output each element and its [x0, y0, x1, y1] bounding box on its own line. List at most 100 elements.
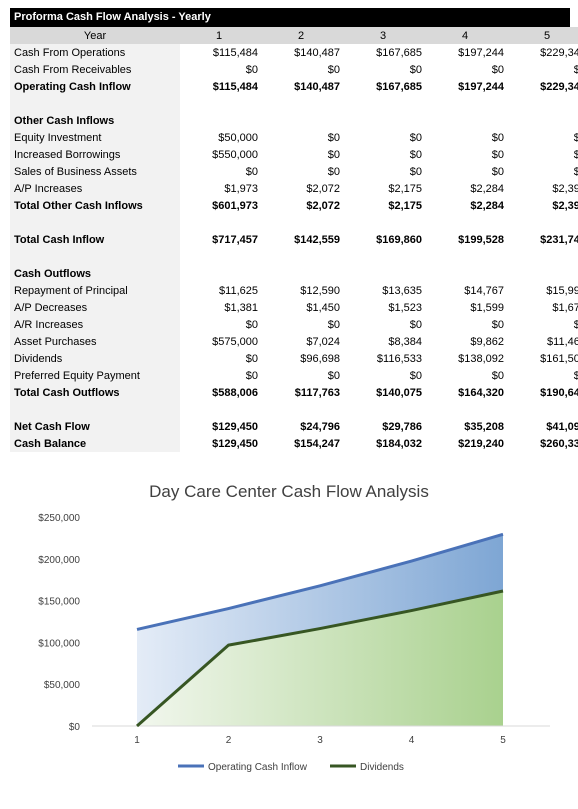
- row-value: [344, 265, 426, 282]
- series-line-2: [136, 589, 504, 728]
- row-value: $2,398: [552, 182, 578, 195]
- row-value: [508, 112, 578, 129]
- row-value: $0: [409, 369, 422, 382]
- row-value: $0: [327, 165, 340, 178]
- row-value: $129,450: [212, 437, 258, 450]
- row-value: $2,284: [470, 182, 504, 195]
- row-value: $0: [409, 148, 422, 161]
- row-value: $142,559: [294, 233, 340, 246]
- y-tick-label: $50,000: [44, 680, 81, 691]
- row-value: $0: [491, 165, 504, 178]
- row-label: Total Cash Outflows: [10, 384, 180, 401]
- year-header-3: 3: [344, 27, 426, 44]
- row-value: $12,590: [300, 284, 340, 297]
- row-label: Dividends: [10, 350, 180, 367]
- row-value: $11,625: [219, 284, 258, 297]
- row-value: $2,175: [388, 199, 422, 212]
- x-tick-label: 5: [500, 735, 506, 746]
- row-label: Preferred Equity Payment: [10, 367, 180, 384]
- row-value: $11,467: [547, 335, 578, 348]
- row-label: A/P Decreases: [10, 299, 180, 316]
- y-tick-label: $250,000: [38, 513, 80, 524]
- row-label: A/R Increases: [10, 316, 180, 333]
- row-value: $0: [245, 369, 258, 382]
- row-value: $138,092: [458, 352, 504, 365]
- row-value: $197,244: [458, 46, 504, 59]
- row-value: $197,244: [458, 80, 504, 93]
- year-header-label: Year: [10, 27, 180, 44]
- row-value: $117,763: [294, 386, 340, 399]
- row-value: $0: [491, 318, 504, 331]
- table-row: [10, 401, 578, 418]
- row-value: $588,006: [212, 386, 258, 399]
- table-row: Repayment of Principal $11,625 $12,590 $13,…: [10, 282, 578, 299]
- row-value: $0: [573, 318, 578, 331]
- row-value: $2,175: [388, 182, 422, 195]
- row-value: [262, 248, 344, 265]
- row-value: [426, 214, 508, 231]
- cash-flow-sheet: Proforma Cash Flow Analysis - Yearly Yea…: [10, 8, 578, 452]
- row-label: [10, 401, 180, 418]
- row-value: $35,208: [464, 420, 504, 433]
- sheet-title: Proforma Cash Flow Analysis - Yearly: [10, 8, 570, 27]
- table-row: [10, 214, 578, 231]
- series-line-1: [136, 532, 504, 631]
- row-value: $199,528: [458, 233, 504, 246]
- year-header-1: 1: [180, 27, 262, 44]
- row-value: [344, 95, 426, 112]
- x-tick-label: 2: [226, 735, 232, 746]
- row-value: [508, 95, 578, 112]
- row-label: Sales of Business Assets: [10, 163, 180, 180]
- row-label: A/P Increases: [10, 180, 180, 197]
- table-row: Other Cash Inflows: [10, 112, 578, 129]
- row-value: $41,096: [546, 420, 578, 433]
- row-value: $140,487: [294, 46, 340, 59]
- row-value: $184,032: [376, 437, 422, 450]
- row-value: $0: [409, 63, 422, 76]
- cash-flow-chart: Day Care Center Cash Flow Analysis $0 $50…: [0, 472, 578, 802]
- row-value: $0: [327, 369, 340, 382]
- row-value: $167,685: [376, 80, 422, 93]
- table-row: Net Cash Flow $129,450 $24,796 $29,786 $35,2…: [10, 418, 578, 435]
- row-value: $0: [573, 63, 578, 76]
- row-value: $575,000: [212, 335, 258, 348]
- row-value: $0: [491, 131, 504, 144]
- row-value: [508, 214, 578, 231]
- row-value: $219,240: [458, 437, 504, 450]
- row-value: [344, 248, 426, 265]
- legend-label-1: Operating Cash Inflow: [208, 762, 308, 773]
- table-row: Preferred Equity Payment $0 $0 $0 $0 $0: [10, 367, 578, 384]
- row-value: [508, 401, 578, 418]
- row-label: Net Cash Flow: [10, 418, 180, 435]
- row-value: [180, 214, 262, 231]
- row-label: Increased Borrowings: [10, 146, 180, 163]
- table-row: A/R Increases $0 $0 $0 $0 $0: [10, 316, 578, 333]
- row-value: $1,599: [470, 301, 504, 314]
- row-value: $2,072: [306, 182, 340, 195]
- row-label: Operating Cash Inflow: [10, 78, 180, 95]
- row-value: [344, 214, 426, 231]
- row-value: $140,487: [294, 80, 340, 93]
- table-row: Increased Borrowings $550,000 $0 $0 $0 $0: [10, 146, 578, 163]
- y-tick-label: $200,000: [38, 555, 80, 566]
- row-value: [262, 401, 344, 418]
- row-label: [10, 214, 180, 231]
- table-row: Total Cash Outflows $588,006 $117,763 $140,…: [10, 384, 578, 401]
- table-row: [10, 95, 578, 112]
- row-value: $0: [409, 318, 422, 331]
- row-value: [180, 95, 262, 112]
- row-value: [508, 265, 578, 282]
- table-row: Asset Purchases $575,000 $7,024 $8,384 $9,86…: [10, 333, 578, 350]
- row-value: [426, 248, 508, 265]
- row-value: [262, 95, 344, 112]
- y-tick-label: $0: [69, 722, 81, 733]
- row-value: $0: [573, 165, 578, 178]
- row-value: [180, 112, 262, 129]
- table-row: Operating Cash Inflow $115,484 $140,487 $16…: [10, 78, 578, 95]
- chart-title: Day Care Center Cash Flow Analysis: [149, 482, 429, 501]
- row-value: $2,284: [470, 199, 504, 212]
- row-value: [426, 265, 508, 282]
- row-value: $229,345: [540, 46, 578, 59]
- cash-flow-table: Year 1 2 3 4 5 Cash From Operations $115,484 $14…: [10, 27, 578, 452]
- row-value: $1,973: [224, 182, 258, 195]
